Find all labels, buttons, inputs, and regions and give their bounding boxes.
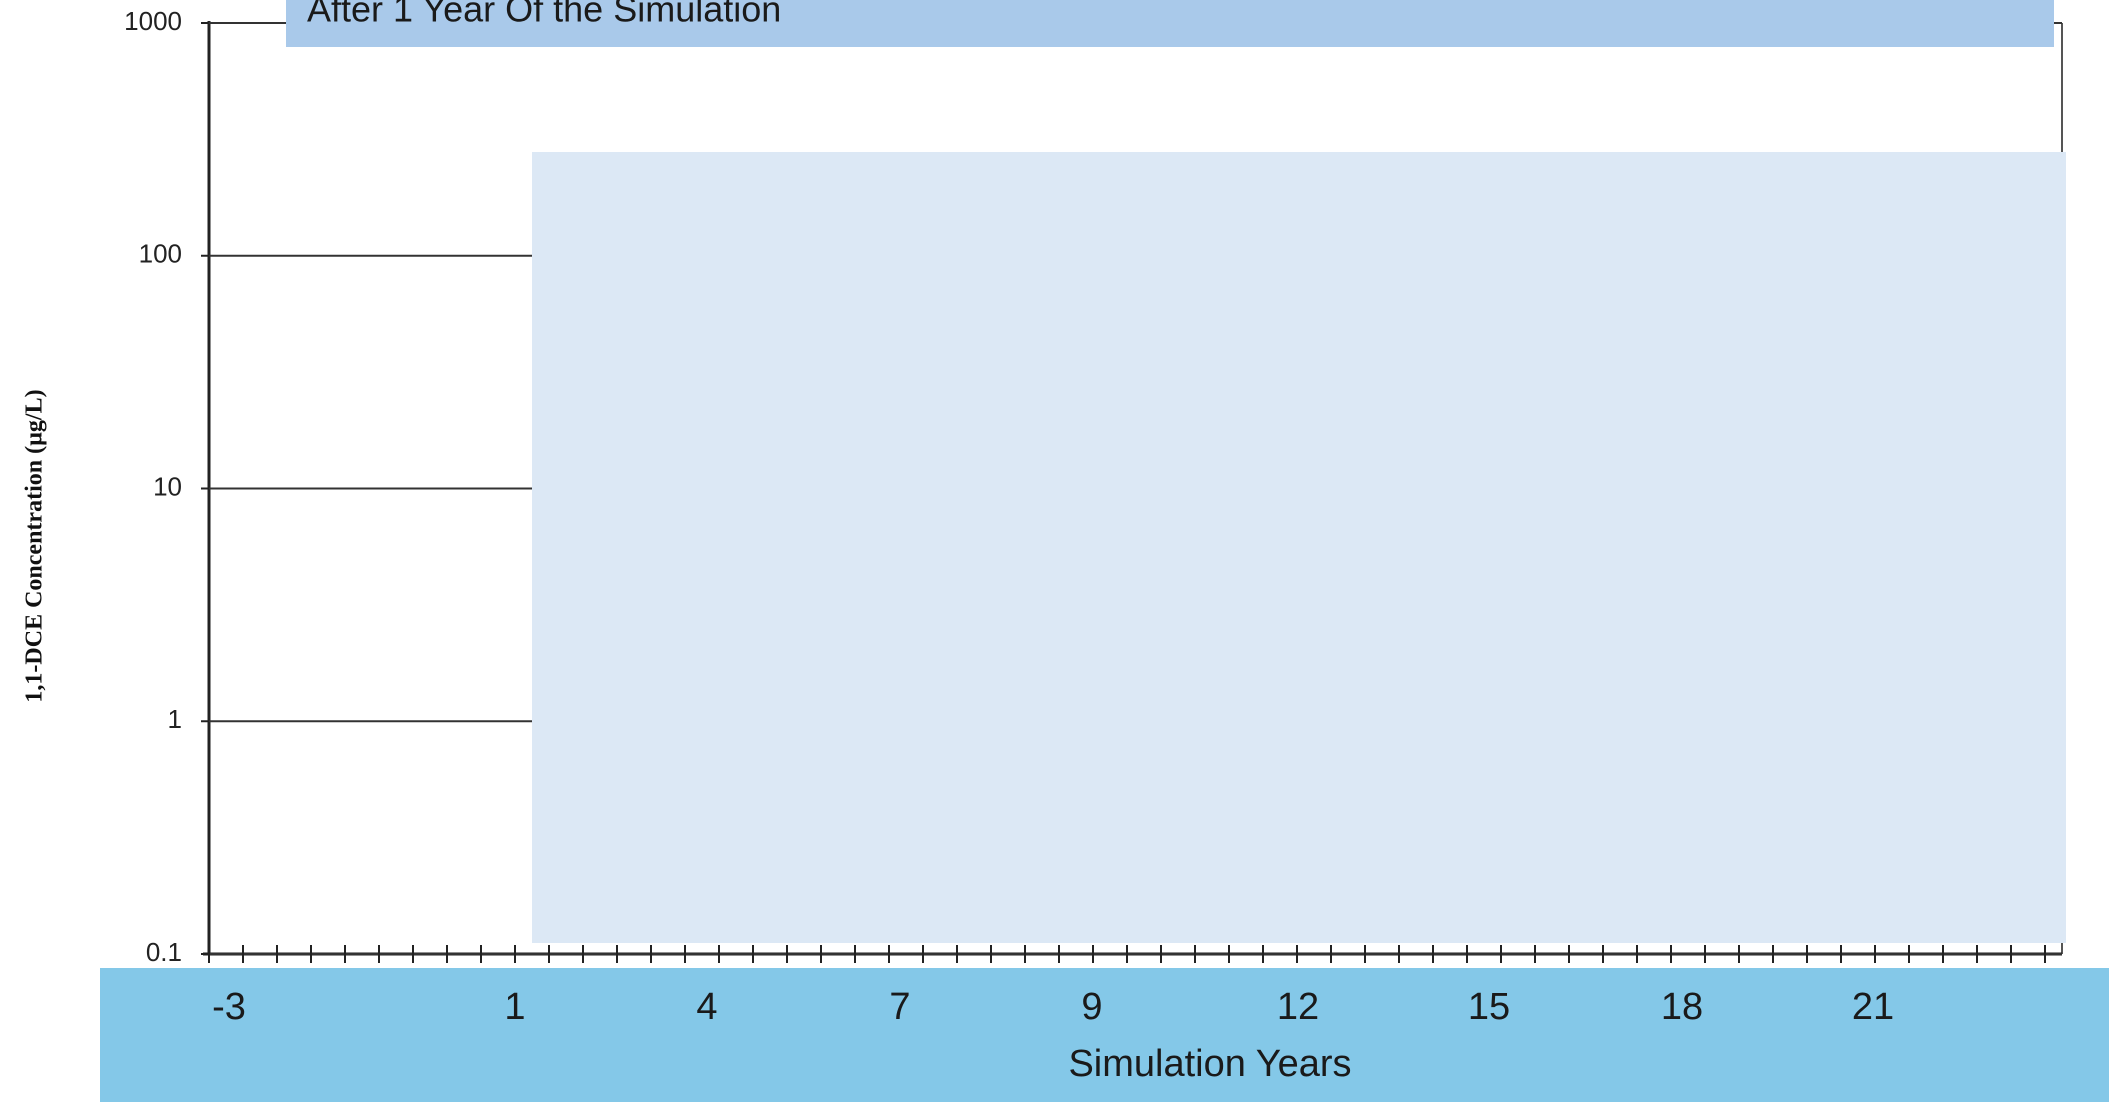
x-axis-band xyxy=(100,968,2109,1102)
title-box xyxy=(286,0,2054,47)
x-tick-label: 15 xyxy=(1468,986,1510,1028)
chart-title: After 1 Year Of the Simulation xyxy=(307,0,781,30)
x-tick-label: 18 xyxy=(1661,986,1703,1028)
x-tick-label: 21 xyxy=(1852,986,1894,1028)
x-tick-label: 9 xyxy=(1081,986,1102,1028)
y-tick-label: 0.1 xyxy=(146,937,182,967)
x-axis-labels: -3 1 4 7 9 12 15 18 21 xyxy=(212,986,1894,1028)
x-tick-label: -3 xyxy=(212,986,246,1028)
x-tick-label: 4 xyxy=(696,986,717,1028)
overlay-box xyxy=(532,152,2066,943)
y-tick-label: 1 xyxy=(168,704,182,734)
x-tick-label: 1 xyxy=(504,986,525,1028)
y-tick-label: 1000 xyxy=(124,6,182,36)
x-axis-title: Simulation Years xyxy=(1068,1043,1351,1085)
y-axis-title: 1,1-DCE Concentration (µg/L) xyxy=(22,389,48,702)
x-tick-label: 12 xyxy=(1277,986,1319,1028)
x-tick-label: 7 xyxy=(889,986,910,1028)
y-tick-label: 100 xyxy=(139,239,182,269)
y-tick-label: 10 xyxy=(153,471,182,501)
